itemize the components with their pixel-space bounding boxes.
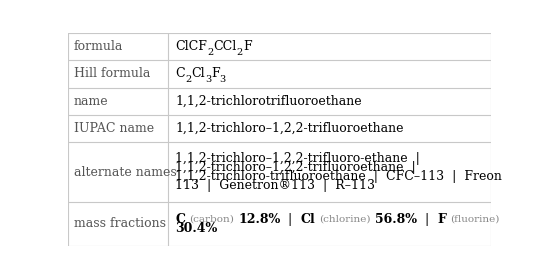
Text: |: | [417, 213, 437, 225]
Text: |: | [281, 213, 301, 225]
Text: formula: formula [74, 40, 123, 53]
Text: C: C [175, 213, 185, 225]
Text: 2: 2 [207, 47, 213, 57]
Text: 1,1,2-trichloro-trifluoroethane  |  CFC–113  |  Freon: 1,1,2-trichloro-trifluoroethane | CFC–11… [175, 170, 502, 183]
Text: 3: 3 [205, 75, 211, 84]
Text: IUPAC name: IUPAC name [74, 122, 154, 135]
Text: 1,1,2-trichloro–1,2,2-trifluoroethane: 1,1,2-trichloro–1,2,2-trifluoroethane [175, 122, 404, 135]
Text: 1,1,2-trichloro–1,2,2-trifluoroethane  |: 1,1,2-trichloro–1,2,2-trifluoroethane | [175, 161, 416, 174]
Text: (fluorine): (fluorine) [450, 214, 500, 224]
Text: Hill formula: Hill formula [74, 68, 150, 81]
Text: ClCF: ClCF [175, 40, 207, 53]
Text: F: F [243, 40, 252, 53]
Text: 12.8%: 12.8% [238, 213, 281, 225]
Text: mass fractions: mass fractions [74, 217, 166, 230]
Text: 2: 2 [185, 75, 191, 84]
Text: Cl: Cl [301, 213, 316, 225]
Text: 30.4%: 30.4% [175, 222, 217, 235]
Text: 113  |  Genetron®113  |  R–113: 113 | Genetron®113 | R–113 [175, 179, 375, 192]
Text: 1,1,2-trichlorotrifluoroethane: 1,1,2-trichlorotrifluoroethane [175, 95, 362, 108]
Text: 56.8%: 56.8% [375, 213, 417, 225]
Text: (carbon): (carbon) [189, 214, 234, 224]
Text: 2: 2 [236, 47, 243, 57]
Text: CCl: CCl [213, 40, 236, 53]
Text: (chlorine): (chlorine) [319, 214, 371, 224]
Text: 3: 3 [219, 75, 226, 84]
Text: name: name [74, 95, 108, 108]
Text: C: C [175, 68, 185, 81]
Text: 1,1,2-trichloro–1,2,2-trifluoro-ethane  |: 1,1,2-trichloro–1,2,2-trifluoro-ethane | [175, 152, 420, 165]
Text: Cl: Cl [191, 68, 205, 81]
Text: alternate names: alternate names [74, 166, 176, 179]
Text: F: F [211, 68, 219, 81]
Text: F: F [437, 213, 446, 225]
